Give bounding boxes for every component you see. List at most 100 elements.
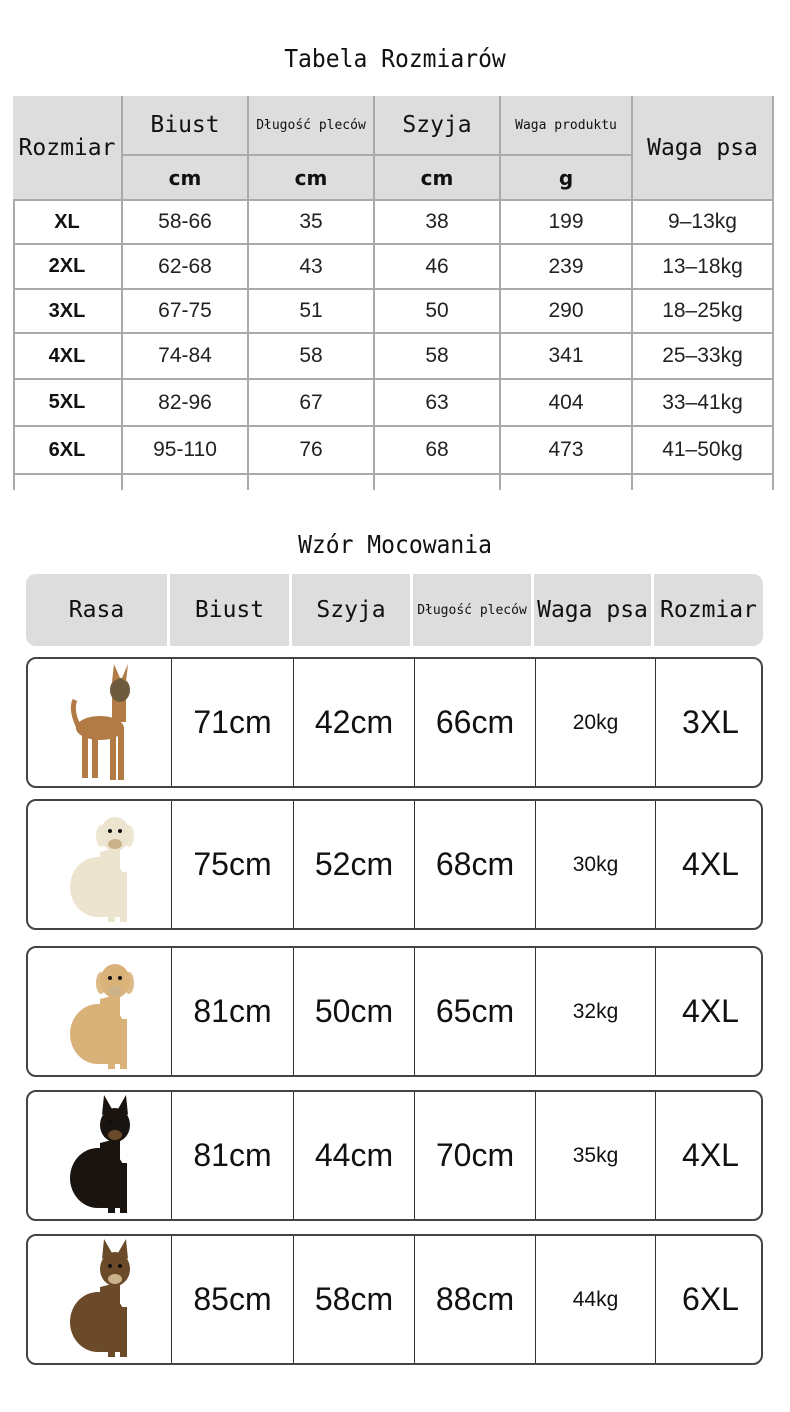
- malinois-dog-icon: [70, 664, 130, 780]
- table-cell: 58: [375, 334, 501, 380]
- table-cell: 50: [375, 290, 501, 334]
- table-cell: 35: [249, 201, 375, 245]
- fit-table-cell: 4XL: [682, 1137, 739, 1173]
- unit-cell: cm: [375, 156, 501, 201]
- table-cell: 82-96: [123, 380, 249, 427]
- fit-table-cell: 75cm: [172, 801, 294, 928]
- fit-table-cell: 20kg: [536, 659, 656, 786]
- table-cell: 38: [375, 201, 501, 245]
- header-cell: Rasa: [26, 574, 170, 646]
- header-cell: Waga produktu: [501, 96, 633, 156]
- fit-table-title: Wzór Mocowania: [298, 530, 492, 559]
- fit-table-cell: 71cm: [172, 659, 294, 786]
- dog-photo: [28, 1236, 172, 1363]
- table-cell: 5XL: [13, 380, 123, 427]
- fit-table-cell: 4XL: [682, 846, 739, 882]
- header-cell: Biust: [170, 574, 292, 646]
- fit-table-cell: 85cm: [172, 1236, 294, 1363]
- fit-table-cell: 4XL: [682, 993, 739, 1029]
- header-waga-psa: Waga psa: [633, 96, 774, 201]
- fit-table-cell: 6XL: [682, 1281, 739, 1317]
- header-cell: Rozmiar: [660, 597, 757, 623]
- fit-table-row: 71cm 42cm 66cm 20kg 3XL: [26, 657, 763, 788]
- fit-table-cell: 68cm: [415, 801, 536, 928]
- fit-table-cell: 58cm: [294, 1236, 415, 1363]
- fit-table-cell: 70cm: [415, 1092, 536, 1219]
- table-cell: 13–18kg: [633, 245, 774, 290]
- table-cell: 239: [501, 245, 633, 290]
- size-table-title: Tabela Rozmiarów: [284, 44, 506, 73]
- fit-table-cell: 42cm: [294, 659, 415, 786]
- unit-cell: cm: [249, 156, 375, 201]
- table-cell: 4XL: [13, 334, 123, 380]
- table-cell: 473: [501, 427, 633, 475]
- dog-photo: [28, 1092, 172, 1219]
- fit-table-cell: 88cm: [415, 1236, 536, 1363]
- golden-retriever-dog-icon: [69, 964, 134, 1069]
- fit-table-row: 85cm 58cm 88cm 44kg 6XL: [26, 1234, 763, 1365]
- table-cell-empty: [249, 475, 375, 490]
- table-cell: 51: [249, 290, 375, 334]
- fit-table-header: Rasa Biust Szyja Długość pleców Waga psa Rozm…: [26, 574, 763, 646]
- table-cell: 404: [501, 380, 633, 427]
- header-cell: Biust: [123, 96, 249, 156]
- size-table: Rozmiar Biust cm Długość pleców cm Szyja cm Wag…: [0, 0, 790, 500]
- table-cell: 63: [375, 380, 501, 427]
- table-cell: XL: [13, 201, 123, 245]
- header-cell: Szyja: [292, 574, 413, 646]
- table-cell: 46: [375, 245, 501, 290]
- table-cell: 9–13kg: [633, 201, 774, 245]
- header-cell: Długość pleców: [413, 574, 534, 646]
- table-cell: 41–50kg: [633, 427, 774, 475]
- header-cell: Długość pleców: [249, 96, 375, 156]
- table-cell-empty: [501, 475, 633, 490]
- table-cell: 341: [501, 334, 633, 380]
- unit-cell: cm: [123, 156, 249, 201]
- dog-photo: [28, 801, 172, 928]
- fit-table-cell: 35kg: [536, 1092, 656, 1219]
- header-cell: Waga psa: [534, 574, 654, 646]
- german-shepherd-dog-icon: [69, 1239, 130, 1357]
- fit-table-cell: 30kg: [536, 801, 656, 928]
- doberman-dog-icon: [69, 1095, 130, 1213]
- table-cell: 68: [375, 427, 501, 475]
- header-rozmiar: Rozmiar: [13, 96, 123, 201]
- table-cell: 95-110: [123, 427, 249, 475]
- fit-table-cell: 65cm: [415, 948, 536, 1075]
- table-cell: 18–25kg: [633, 290, 774, 334]
- table-cell-empty: [13, 475, 123, 490]
- labrador-dog-icon: [69, 817, 134, 922]
- unit-cell: g: [501, 156, 633, 201]
- table-cell-empty: [123, 475, 249, 490]
- table-cell: 62-68: [123, 245, 249, 290]
- fit-table-cell: 81cm: [172, 948, 294, 1075]
- table-cell: 2XL: [13, 245, 123, 290]
- fit-table-cell: 44cm: [294, 1092, 415, 1219]
- table-cell: 58-66: [123, 201, 249, 245]
- fit-table-cell: 50cm: [294, 948, 415, 1075]
- fit-table-row: 81cm 44cm 70cm 35kg 4XL: [26, 1090, 763, 1221]
- dog-photo: [28, 659, 172, 786]
- table-cell: 6XL: [13, 427, 123, 475]
- fit-table-cell: 32kg: [536, 948, 656, 1075]
- table-cell: 290: [501, 290, 633, 334]
- dog-photo: [28, 948, 172, 1075]
- table-cell: 58: [249, 334, 375, 380]
- fit-table-row: 75cm 52cm 68cm 30kg 4XL: [26, 799, 763, 930]
- table-cell: 33–41kg: [633, 380, 774, 427]
- fit-table-cell: 81cm: [172, 1092, 294, 1219]
- table-cell: 76: [249, 427, 375, 475]
- fit-table-cell: 44kg: [536, 1236, 656, 1363]
- table-cell-empty: [633, 475, 774, 490]
- table-cell: 67: [249, 380, 375, 427]
- table-cell: 43: [249, 245, 375, 290]
- table-cell: 25–33kg: [633, 334, 774, 380]
- header-cell: Szyja: [375, 96, 501, 156]
- table-cell: 199: [501, 201, 633, 245]
- fit-table-cell: 66cm: [415, 659, 536, 786]
- fit-table-row: 81cm 50cm 65cm 32kg 4XL: [26, 946, 763, 1077]
- table-cell: 3XL: [13, 290, 123, 334]
- table-cell-empty: [375, 475, 501, 490]
- fit-table-cell: 3XL: [682, 704, 739, 740]
- table-cell: 67-75: [123, 290, 249, 334]
